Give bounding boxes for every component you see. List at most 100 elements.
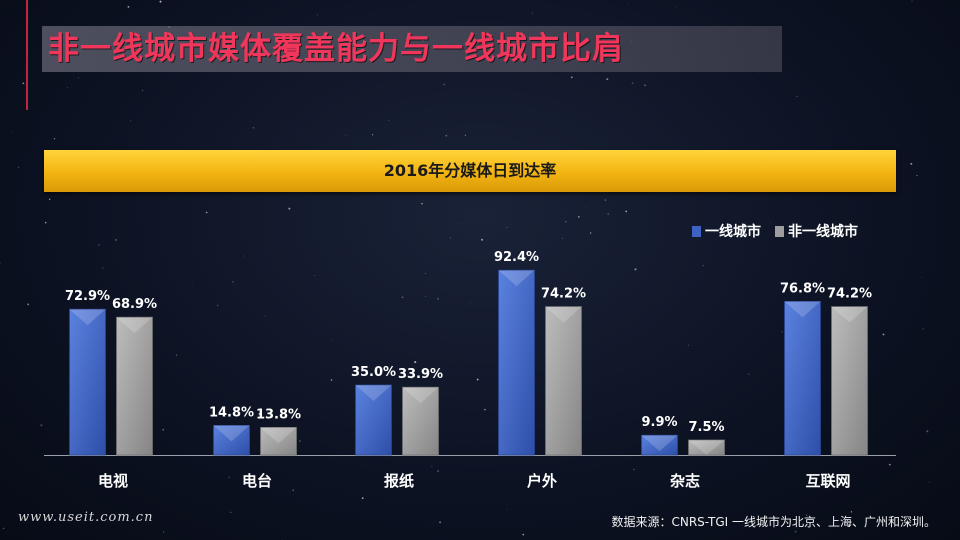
- chart-title-banner: 2016年分媒体日到达率: [44, 150, 896, 192]
- star: [44, 221, 47, 224]
- legend-label-non-tier1: 非一线城市: [788, 224, 858, 240]
- star: [314, 275, 316, 276]
- page-title: 非一线城市媒体覆盖能力与一线城市比肩: [48, 31, 624, 67]
- star: [531, 12, 533, 14]
- data-label-tier1-4: 9.9%: [641, 415, 677, 430]
- star: [162, 429, 164, 431]
- bar-tier1-1: [213, 424, 250, 456]
- star: [910, 162, 913, 165]
- star: [282, 538, 284, 540]
- star: [437, 470, 439, 472]
- star: [506, 508, 508, 510]
- bar-bevel-non-tier1-3: [545, 306, 582, 323]
- star: [176, 354, 177, 356]
- bar-bevel-non-tier1-2: [402, 387, 439, 404]
- star: [458, 223, 460, 225]
- star: [372, 134, 374, 136]
- bar-bevel-non-tier1-4: [688, 440, 725, 455]
- star: [702, 265, 704, 267]
- category-label-2: 报纸: [384, 472, 414, 490]
- star: [388, 119, 390, 122]
- bar-bevel-tier1-5: [784, 301, 821, 318]
- star: [162, 531, 165, 533]
- star: [127, 6, 130, 8]
- star: [53, 138, 56, 140]
- star: [436, 297, 440, 300]
- star: [794, 530, 797, 533]
- star: [410, 377, 413, 380]
- star: [414, 361, 417, 364]
- star: [675, 7, 677, 9]
- bar-non-tier1-1: [260, 426, 297, 456]
- data-label-non-tier1-3: 74.2%: [541, 287, 586, 302]
- bar-bevel-non-tier1-5: [831, 306, 868, 323]
- star: [781, 330, 783, 333]
- star: [141, 89, 144, 91]
- star: [159, 0, 162, 3]
- star: [506, 227, 508, 229]
- star: [228, 476, 230, 479]
- star: [73, 475, 75, 477]
- star: [770, 222, 771, 223]
- star: [806, 514, 808, 516]
- bar-bevel-tier1-1: [213, 425, 250, 442]
- star: [330, 340, 332, 341]
- star: [401, 296, 404, 299]
- star: [0, 262, 1, 264]
- title-background: [42, 26, 782, 72]
- bar-bevel-tier1-2: [355, 385, 392, 401]
- bar-non-tier1-3: [545, 306, 582, 456]
- data-source-note: 数据来源：CNRS-TGI 一线城市为北京、上海、广州和深圳。: [611, 515, 936, 529]
- star: [317, 14, 318, 16]
- star: [449, 237, 452, 239]
- bar-non-tier1-0: [116, 316, 153, 456]
- star: [425, 296, 426, 298]
- star: [920, 277, 922, 279]
- star: [522, 533, 525, 536]
- star: [631, 82, 634, 85]
- star: [230, 511, 232, 513]
- star: [882, 333, 885, 336]
- star: [850, 511, 853, 513]
- star: [258, 413, 261, 415]
- star: [607, 213, 610, 215]
- data-label-non-tier1-0: 68.9%: [112, 297, 157, 312]
- star: [922, 328, 924, 330]
- star: [345, 134, 347, 136]
- star: [288, 207, 291, 210]
- bar-bevel-tier1-0: [69, 309, 106, 326]
- category-label-0: 电视: [98, 472, 128, 490]
- chart-title: 2016年分媒体日到达率: [383, 161, 557, 180]
- data-label-tier1-3: 92.4%: [494, 250, 539, 265]
- data-label-tier1-5: 76.8%: [780, 281, 825, 296]
- star: [926, 430, 929, 433]
- data-label-tier1-2: 35.0%: [351, 365, 396, 380]
- legend-swatch-tier1: [692, 225, 701, 237]
- star: [481, 238, 484, 241]
- star: [916, 174, 918, 177]
- data-label-non-tier1-5: 74.2%: [827, 287, 872, 302]
- star: [361, 497, 364, 499]
- star: [606, 78, 609, 81]
- legend-item-non-tier1: 非一线城市: [775, 221, 858, 241]
- star: [476, 378, 479, 381]
- data-label-non-tier1-2: 33.9%: [398, 367, 443, 382]
- star: [627, 3, 629, 5]
- star: [577, 215, 580, 218]
- bar-non-tier1-4: [688, 439, 725, 456]
- star: [445, 134, 448, 137]
- star: [255, 516, 257, 517]
- legend-swatch-non-tier1: [775, 225, 784, 237]
- star: [561, 237, 563, 239]
- star: [129, 120, 132, 122]
- star: [464, 134, 467, 136]
- data-label-non-tier1-4: 7.5%: [688, 420, 724, 435]
- category-label-4: 杂志: [670, 472, 700, 490]
- star: [832, 223, 834, 225]
- data-label-tier1-0: 72.9%: [65, 289, 110, 304]
- star: [443, 83, 445, 86]
- star: [17, 166, 20, 169]
- category-label-3: 户外: [527, 472, 557, 490]
- bar-bevel-tier1-3: [498, 270, 535, 287]
